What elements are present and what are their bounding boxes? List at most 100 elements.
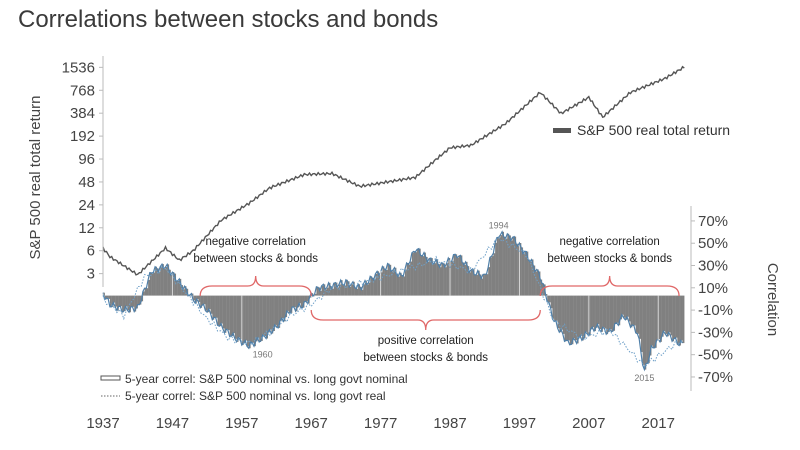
correlation-bar xyxy=(250,296,252,342)
correlation-bar xyxy=(561,296,563,330)
correlation-bar xyxy=(535,272,537,296)
peak-year-label: 1994 xyxy=(489,220,509,230)
correlation-bar xyxy=(231,296,233,336)
correlation-bar xyxy=(624,296,626,318)
legend-swatch-solid xyxy=(553,128,571,133)
x-axis-tick-label: 1987 xyxy=(433,415,466,432)
correlation-bar xyxy=(407,263,409,296)
right-axis-tick-label: -10% xyxy=(698,302,733,319)
correlation-bar xyxy=(599,296,601,329)
correlation-bar xyxy=(554,296,556,322)
correlation-bar xyxy=(681,296,683,341)
correlation-bar xyxy=(306,296,308,302)
correlation-bar xyxy=(514,237,516,296)
correlation-bar xyxy=(627,296,629,317)
correlation-bar xyxy=(679,296,681,346)
correlation-bar xyxy=(568,296,570,341)
correlation-bar xyxy=(683,296,685,344)
correlation-bar xyxy=(216,296,218,318)
right-axis-tick-label: 30% xyxy=(698,258,728,275)
correlation-bar xyxy=(445,267,447,295)
correlation-bar xyxy=(486,274,488,295)
left-axis-tick-label: 3 xyxy=(87,266,95,283)
correlation-bar xyxy=(634,296,636,326)
correlation-bar xyxy=(523,254,525,296)
correlation-bar xyxy=(476,275,478,296)
correlation-bar xyxy=(629,296,631,322)
correlation-bar xyxy=(160,267,162,296)
correlation-bar xyxy=(244,296,246,343)
correlation-bar xyxy=(502,232,504,296)
left-axis-tick-label: 12 xyxy=(78,220,95,237)
correlation-bar xyxy=(113,296,115,303)
annotation-text: positive correlation xyxy=(378,335,474,347)
correlation-bar xyxy=(483,274,485,295)
peak-year-label: 2015 xyxy=(634,373,654,383)
x-axis-tick-label: 1937 xyxy=(86,415,119,432)
correlation-bar xyxy=(582,296,584,341)
correlation-bar xyxy=(165,267,167,296)
correlation-bar xyxy=(429,258,431,295)
annotation-text: between stocks & bonds xyxy=(363,352,488,364)
correlation-bar xyxy=(641,296,643,352)
correlation-bar xyxy=(511,241,513,296)
correlation-bar xyxy=(485,274,487,295)
correlation-bar xyxy=(289,296,291,314)
correlation-bar xyxy=(146,288,148,295)
right-axis-tick-label: -50% xyxy=(698,347,733,364)
correlation-bar xyxy=(667,296,669,337)
correlation-bar xyxy=(159,272,161,296)
correlation-bar xyxy=(603,296,605,328)
correlation-bar xyxy=(304,296,306,302)
correlation-bar xyxy=(221,296,223,324)
correlation-bar xyxy=(263,296,265,335)
correlation-bar xyxy=(651,296,653,346)
correlation-bar xyxy=(676,296,678,338)
left-axis-tick-label: 24 xyxy=(78,197,95,214)
correlation-bar xyxy=(643,296,645,365)
x-axis-tick-label: 1967 xyxy=(295,415,328,432)
correlation-bar xyxy=(570,296,572,345)
correlation-bar xyxy=(183,289,185,295)
correlation-bar xyxy=(606,296,608,335)
left-axis-tick-label: 768 xyxy=(70,82,95,99)
correlation-bar xyxy=(249,296,251,349)
correlation-bar xyxy=(224,296,226,333)
legend-label: 5-year correl: S&P 500 nominal vs. long … xyxy=(125,389,386,403)
correlation-bar xyxy=(611,296,613,332)
correlation-bar xyxy=(152,273,154,296)
correlation-bar xyxy=(126,296,128,307)
correlation-bar xyxy=(398,277,400,296)
correlation-bar xyxy=(351,284,353,295)
correlation-bar xyxy=(644,296,646,370)
correlation-bar xyxy=(455,254,457,295)
x-axis-tick-label: 1977 xyxy=(364,415,397,432)
correlation-bar xyxy=(282,296,284,319)
correlation-bar xyxy=(422,256,424,295)
legend-swatch-outline xyxy=(101,376,120,380)
correlation-bar xyxy=(349,287,351,296)
correlation-bar xyxy=(615,296,617,324)
correlation-bar xyxy=(434,263,436,295)
correlation-bar xyxy=(264,296,266,337)
correlation-bar xyxy=(578,296,580,339)
correlation-bar xyxy=(301,296,303,308)
bracket-pos xyxy=(311,310,540,330)
right-axis-tick-label: -30% xyxy=(698,324,733,341)
correlation-bar xyxy=(235,296,237,339)
annotation-text: between stocks & bonds xyxy=(547,253,672,265)
correlation-bar xyxy=(245,296,247,341)
correlation-bar xyxy=(504,237,506,296)
left-axis-title: S&P 500 real total return xyxy=(27,96,44,260)
correlation-bar xyxy=(424,253,426,296)
right-axis-tick-label: 10% xyxy=(698,280,728,297)
correlation-bar xyxy=(528,260,530,296)
correlation-bar xyxy=(559,296,561,333)
correlation-bar xyxy=(138,296,140,305)
correlation-bar xyxy=(639,296,641,339)
correlation-bar xyxy=(552,296,554,319)
correlation-bar xyxy=(120,296,122,307)
correlation-bar xyxy=(565,296,567,342)
correlation-bar xyxy=(452,261,454,295)
correlation-bar xyxy=(433,264,435,296)
